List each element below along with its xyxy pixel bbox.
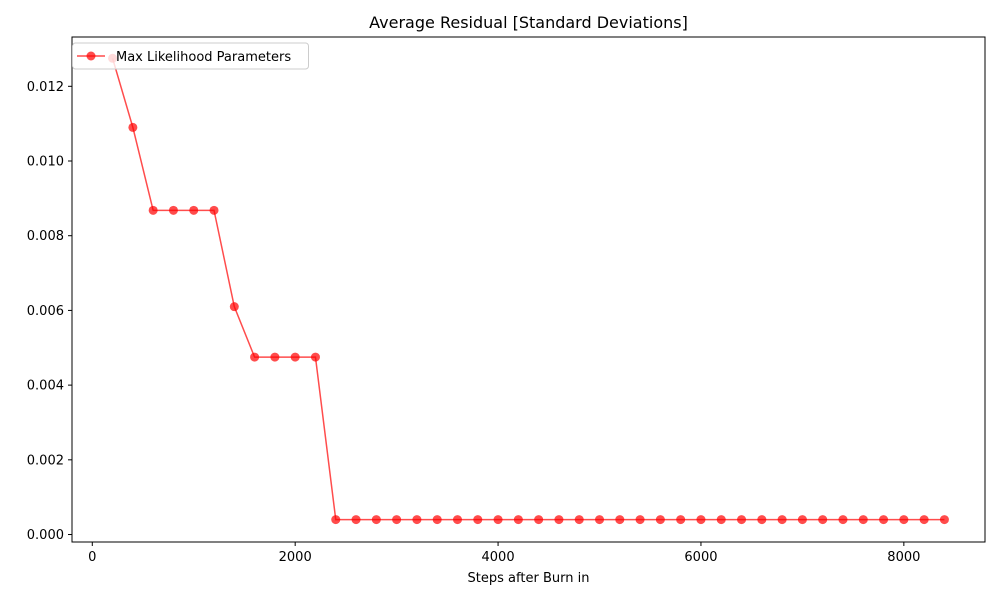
x-axis-label: Steps after Burn in [468, 571, 590, 586]
data-point [757, 515, 767, 525]
data-point [310, 352, 320, 362]
data-point [879, 515, 889, 525]
data-point [777, 515, 787, 525]
data-point [595, 515, 605, 525]
data-point [473, 515, 483, 525]
data-point [148, 205, 158, 215]
legend-box [72, 42, 309, 70]
data-point [250, 352, 260, 362]
y-tick-label: 0.010 [27, 155, 64, 170]
data-point [696, 515, 706, 525]
data-point [939, 515, 949, 525]
x-axis-ticks: 0 2000 4000 6000 8000 [88, 542, 920, 565]
data-point [432, 515, 442, 525]
data-point [838, 515, 848, 525]
data-point [534, 515, 544, 525]
data-point [209, 205, 219, 215]
series-layer [108, 53, 949, 525]
y-tick-label: 0.012 [27, 80, 64, 95]
axes-frame [71, 36, 986, 543]
data-point [615, 515, 625, 525]
legend-marker [86, 51, 96, 61]
y-tick-label: 0.004 [27, 379, 64, 394]
legend-entry-label: Max Likelihood Parameters [116, 50, 291, 65]
data-point [371, 515, 381, 525]
data-point [412, 515, 422, 525]
y-tick-label: 0.008 [27, 229, 64, 244]
data-point [351, 515, 361, 525]
x-tick-label: 6000 [684, 550, 717, 565]
x-tick-label: 0 [88, 550, 96, 565]
x-tick-label: 2000 [279, 550, 312, 565]
data-point [899, 515, 909, 525]
data-point [797, 515, 807, 525]
y-tick-label: 0.006 [27, 304, 64, 319]
data-point [452, 515, 462, 525]
x-tick-label: 8000 [887, 550, 920, 565]
data-point [554, 515, 564, 525]
chart-title: Average Residual [Standard Deviations] [369, 13, 688, 32]
y-tick-label: 0.000 [27, 528, 64, 543]
x-tick-label: 4000 [482, 550, 515, 565]
data-point [189, 205, 199, 215]
data-point [858, 515, 868, 525]
data-point [818, 515, 828, 525]
data-point [737, 515, 747, 525]
data-point [676, 515, 686, 525]
data-point [513, 515, 523, 525]
y-tick-label: 0.002 [27, 453, 64, 468]
data-point [493, 515, 503, 525]
data-point [128, 122, 138, 132]
data-point [392, 515, 402, 525]
data-point [716, 515, 726, 525]
data-point [270, 352, 280, 362]
data-point [574, 515, 584, 525]
data-point [635, 515, 645, 525]
legend: Max Likelihood Parameters [72, 42, 309, 70]
data-point [229, 302, 239, 312]
y-axis-ticks: 0.000 0.002 0.004 0.006 0.008 0.010 0.012 [27, 80, 72, 543]
data-point [290, 352, 300, 362]
data-point [919, 515, 929, 525]
data-point [655, 515, 665, 525]
data-point [168, 205, 178, 215]
data-point [331, 515, 341, 525]
